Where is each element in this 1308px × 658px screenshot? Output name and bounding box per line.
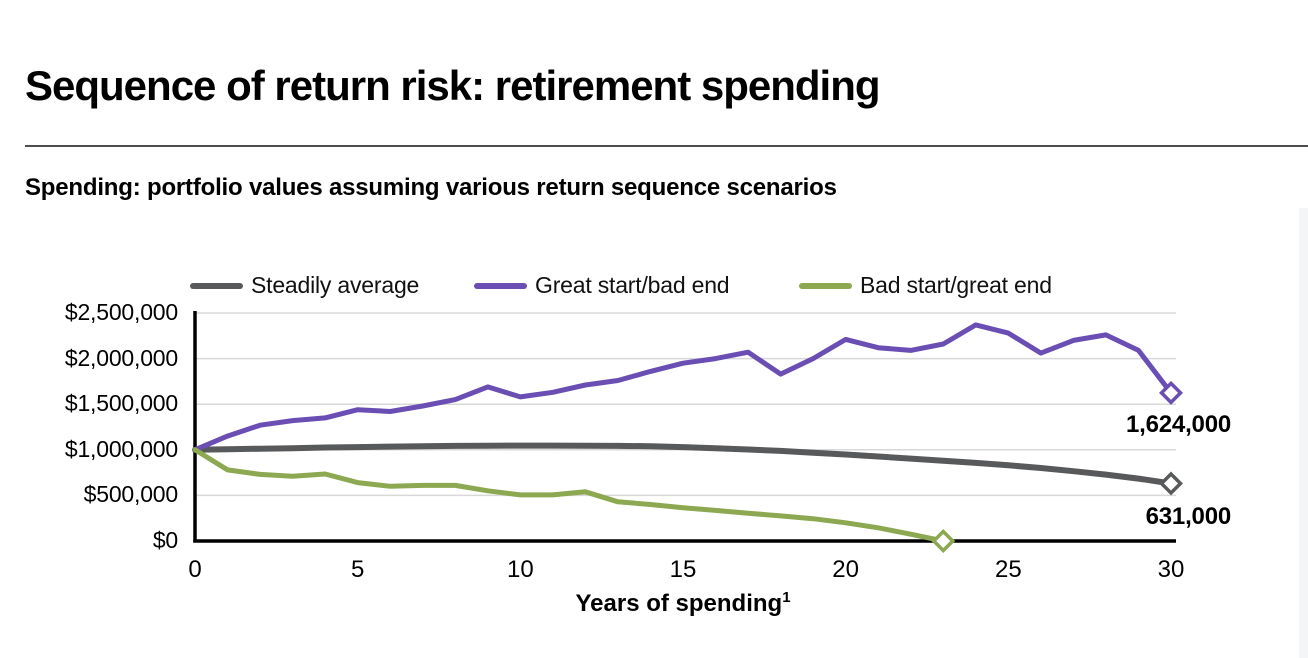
line-swatch-green [799, 282, 852, 289]
legend-item-bad-start-great-end: Bad start/great end [799, 272, 1052, 299]
footnote-superscript: 1 [782, 589, 791, 606]
legend-item-great-start-bad-end: Great start/bad end [474, 272, 730, 299]
y-tick-label: $1,500,000 [64, 390, 178, 417]
x-tick-label: 15 [669, 556, 697, 583]
line-swatch-purple [474, 282, 527, 289]
x-tick-label: 10 [506, 556, 534, 583]
y-tick-label: $2,000,000 [64, 344, 178, 371]
final-value-label-great-start: 1,624,000 [1126, 411, 1231, 438]
chart-subtitle: Spending: portfolio values assuming vari… [25, 174, 837, 201]
legend-item-steadily-average: Steadily average [190, 272, 419, 299]
x-tick-label: 0 [188, 556, 202, 583]
page-edge-strip [1299, 208, 1308, 658]
y-tick-label: $1,000,000 [64, 435, 178, 462]
x-tick-label: 25 [994, 556, 1022, 583]
legend-label: Great start/bad end [535, 272, 730, 298]
y-tick-label: $0 [152, 527, 178, 553]
x-tick-label: 30 [1157, 556, 1185, 583]
y-tick-label: $500,000 [83, 481, 179, 508]
page-title: Sequence of return risk: retirement spen… [25, 62, 881, 109]
legend-label: Steadily average [251, 272, 420, 298]
legend-label: Bad start/great end [860, 272, 1052, 298]
final-value-label-steadily-average: 631,000 [1145, 503, 1232, 530]
x-tick-label: 5 [350, 556, 365, 583]
line-swatch-gray [190, 282, 243, 289]
x-axis-title: Years of spending1 [575, 589, 791, 617]
y-tick-label: $2,500,000 [64, 299, 178, 325]
x-tick-label: 20 [832, 556, 859, 583]
title-divider [25, 145, 1308, 147]
